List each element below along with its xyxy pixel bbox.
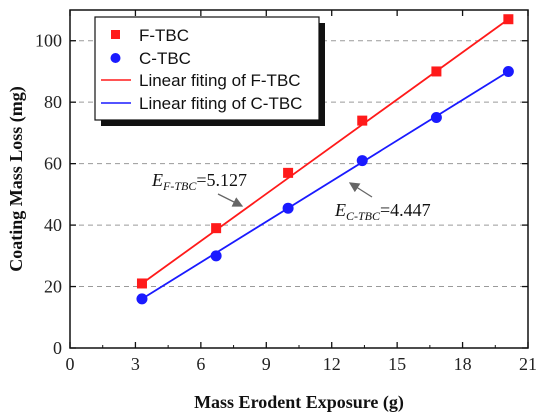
legend-marker-f-tbc (111, 30, 120, 39)
point-c-tbc-1 (210, 250, 222, 262)
point-c-tbc-0 (136, 293, 148, 305)
fit-line-1 (141, 70, 509, 300)
x-tick-label-7: 21 (519, 354, 537, 374)
legend-label-c-fit: Linear fiting of C-TBC (139, 94, 302, 113)
annotation-c-tbc-subscript: C-TBC (346, 209, 381, 223)
data-points (136, 14, 514, 305)
annotation-f-tbc: EF-TBC=5.127 (151, 170, 247, 207)
legend-label-f-tbc: F-TBC (139, 26, 189, 45)
legend-label-f-fit: Linear fiting of F-TBC (139, 71, 301, 90)
point-c-tbc-2 (282, 202, 294, 214)
ticks (69, 10, 529, 349)
y-axis-title: Coating Mass Loss (mg) (6, 86, 27, 272)
x-tick-label-6: 18 (454, 354, 472, 374)
legend: F-TBC C-TBC Linear fiting of F-TBC Linea… (94, 16, 325, 126)
annotation-f-tbc-label: EF-TBC=5.127 (151, 170, 247, 193)
point-c-tbc-3 (356, 155, 368, 167)
legend-marker-c-tbc (110, 53, 121, 63)
x-tick-label-4: 12 (323, 354, 341, 374)
y-tick-label-3: 60 (44, 154, 62, 174)
x-tick-label-2: 6 (196, 354, 205, 374)
annotation-f-tbc-value: =5.127 (196, 170, 247, 190)
y-tick-label-5: 100 (35, 31, 62, 51)
fit-line-0 (141, 18, 509, 285)
annotation-c-tbc-symbol: E (334, 200, 346, 220)
point-f-tbc-4 (431, 66, 442, 77)
y-tick-label-1: 20 (44, 277, 62, 297)
annotation-c-tbc: EC-TBC=4.447 (334, 182, 431, 223)
point-f-tbc-2 (283, 167, 294, 178)
annotation-f-tbc-arrow (217, 193, 244, 207)
point-c-tbc-4 (430, 112, 442, 124)
x-tick-label-0: 0 (66, 354, 75, 374)
x-tick-label-1: 3 (131, 354, 140, 374)
point-f-tbc-5 (503, 14, 514, 25)
annotation-c-tbc-value: =4.447 (380, 200, 431, 220)
annotation-f-tbc-symbol: E (151, 170, 163, 190)
legend-label-c-tbc: C-TBC (139, 49, 191, 68)
y-tick-label-2: 40 (44, 215, 62, 235)
x-tick-label-5: 15 (388, 354, 406, 374)
legend-box (94, 16, 320, 121)
annotation-c-tbc-label: EC-TBC=4.447 (334, 200, 431, 223)
fit-lines (141, 18, 509, 300)
annotation-f-tbc-subscript: F-TBC (162, 179, 197, 193)
point-f-tbc-1 (211, 223, 222, 234)
x-tick-labels: 0 3 6 9 12 15 18 21 (66, 354, 538, 374)
x-axis-title: Mass Erodent Exposure (g) (194, 392, 404, 413)
point-f-tbc-0 (136, 278, 147, 289)
point-f-tbc-3 (357, 115, 368, 126)
point-c-tbc-5 (502, 65, 514, 77)
y-tick-label-0: 0 (53, 338, 62, 358)
annotation-c-tbc-arrow (348, 182, 373, 198)
y-tick-labels: 0 20 40 60 80 100 (35, 31, 62, 358)
x-tick-label-3: 9 (262, 354, 271, 374)
y-tick-label-4: 80 (44, 92, 62, 112)
